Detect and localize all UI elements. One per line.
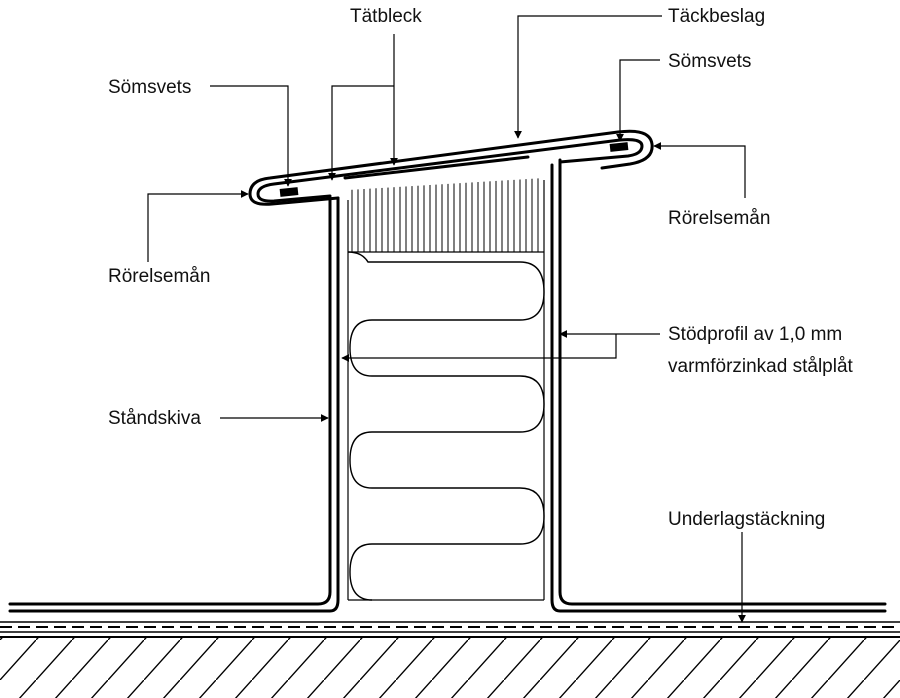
support-profile (347, 180, 545, 601)
label-tatbleck: Tätbleck (350, 6, 422, 27)
label-underlagstackning: Underlagstäckning (668, 509, 825, 530)
label-somsvets-right: Sömsvets (668, 51, 751, 72)
label-tackbeslag: Täckbeslag (668, 6, 765, 27)
cover-flashing (248, 129, 654, 206)
label-standskiva: Ståndskiva (108, 408, 201, 429)
serpentine-insulation (347, 251, 545, 601)
label-rorelseman-right: Rörelsemån (668, 208, 770, 229)
standing-board (8, 158, 887, 613)
label-stodprofil-line1: Stödprofil av 1,0 mm (668, 324, 842, 345)
seam-weld-right (609, 142, 629, 152)
label-somsvets-left: Sömsvets (108, 77, 191, 98)
label-stodprofil-line2: varmförzinkad stålplåt (668, 356, 854, 377)
roof-deck (0, 621, 900, 698)
top-insulation-block (351, 178, 539, 252)
seam-weld-left (279, 187, 299, 197)
leader-lines (147, 15, 746, 623)
label-rorelseman-left: Rörelsemån (108, 266, 210, 287)
